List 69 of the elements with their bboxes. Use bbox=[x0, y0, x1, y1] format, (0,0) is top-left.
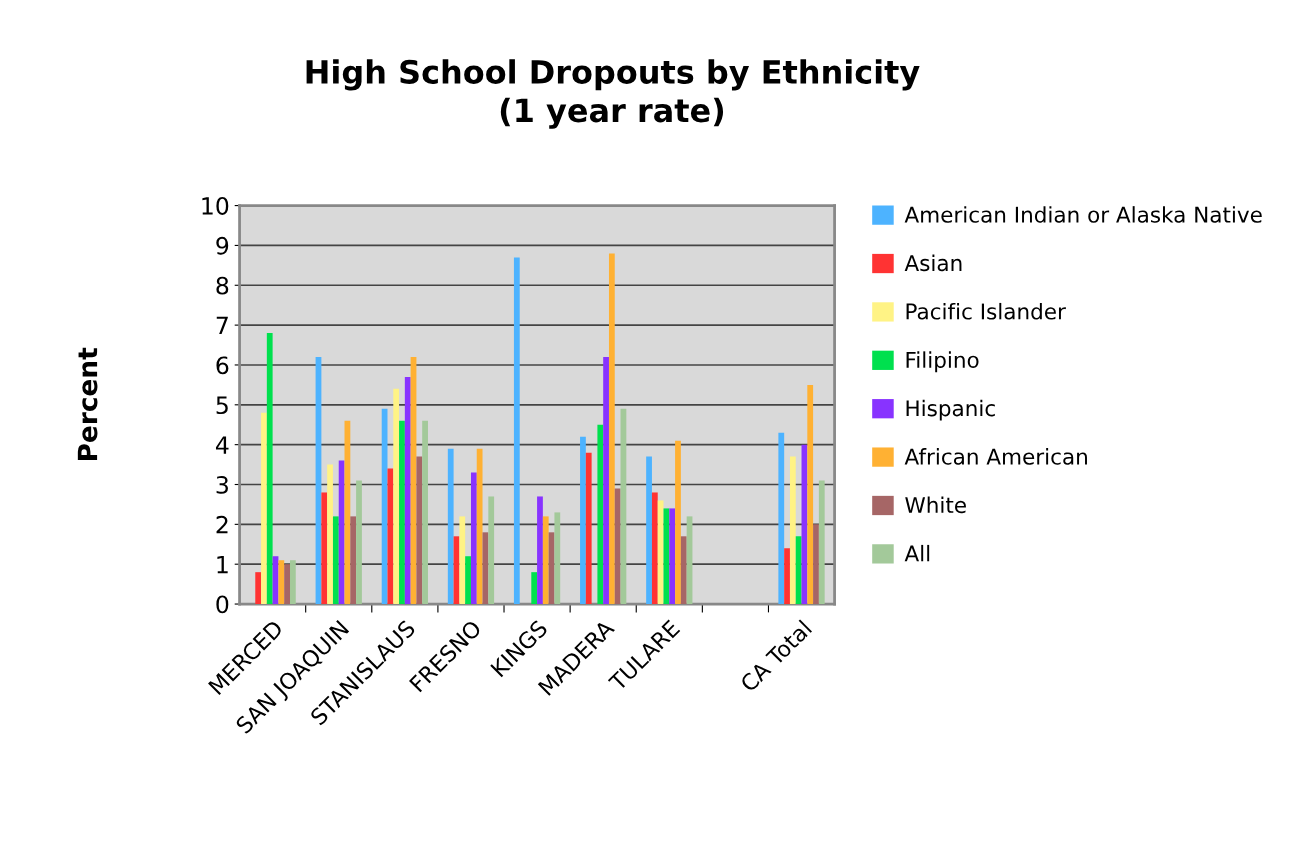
y-tick-label: 3 bbox=[216, 475, 228, 494]
bar bbox=[470, 472, 477, 605]
bar bbox=[266, 333, 273, 605]
legend-label: White bbox=[905, 496, 966, 514]
bar bbox=[255, 572, 262, 605]
legend-label: Pacific Islander bbox=[906, 302, 1066, 320]
legend-label: Hispanic bbox=[906, 399, 995, 421]
bar bbox=[778, 432, 785, 605]
bar bbox=[321, 492, 328, 605]
bar bbox=[488, 496, 495, 605]
legend-label: Asian bbox=[904, 254, 962, 272]
y-tick-label: 0 bbox=[216, 595, 229, 614]
y-tick-label: 5 bbox=[216, 396, 228, 415]
bar bbox=[289, 560, 296, 605]
y-tick-label: 1 bbox=[217, 555, 228, 574]
bar bbox=[795, 536, 802, 605]
bar bbox=[537, 496, 543, 605]
bar bbox=[603, 357, 609, 605]
y-tick-label: 2 bbox=[216, 515, 228, 534]
bar bbox=[284, 564, 290, 605]
bar bbox=[261, 412, 267, 605]
y-tick-label: 10 bbox=[202, 197, 229, 215]
bar bbox=[784, 548, 790, 605]
bar bbox=[646, 456, 652, 605]
bar bbox=[356, 480, 362, 605]
chart-title: High School Dropouts by Ethnicity (1 year rate) bbox=[306, 59, 920, 129]
bar bbox=[416, 456, 423, 605]
bar bbox=[531, 572, 538, 605]
bar bbox=[393, 388, 400, 605]
bar bbox=[332, 516, 339, 605]
bar bbox=[459, 516, 466, 605]
bar bbox=[404, 376, 411, 605]
bar bbox=[789, 456, 796, 605]
bar bbox=[513, 257, 520, 605]
y-tick-label: 8 bbox=[216, 276, 229, 295]
legend-label: African American bbox=[904, 448, 1087, 465]
bar bbox=[465, 556, 471, 605]
bar bbox=[387, 468, 394, 605]
bar bbox=[350, 516, 357, 605]
bar bbox=[657, 500, 664, 605]
bar bbox=[807, 384, 814, 605]
bar bbox=[813, 524, 819, 605]
y-tick-label: 4 bbox=[215, 436, 229, 454]
bar bbox=[614, 488, 621, 605]
legend-label: All bbox=[904, 544, 930, 562]
bar bbox=[476, 448, 483, 605]
bar bbox=[399, 420, 405, 605]
y-axis-title: Percent bbox=[77, 347, 98, 460]
legend-label: American Indian or Alaska Native bbox=[904, 206, 1262, 223]
bar bbox=[669, 508, 676, 605]
bar bbox=[327, 464, 333, 605]
bar bbox=[554, 512, 561, 605]
bar bbox=[680, 536, 687, 605]
bar bbox=[542, 516, 549, 605]
bar bbox=[608, 253, 615, 605]
bar bbox=[585, 452, 592, 605]
bar bbox=[675, 440, 681, 605]
bar bbox=[422, 420, 428, 605]
bar bbox=[818, 480, 825, 605]
bar bbox=[651, 492, 658, 605]
bar bbox=[278, 560, 285, 605]
y-tick-label: 7 bbox=[216, 316, 228, 335]
legend-label: Filipino bbox=[906, 351, 979, 373]
bar bbox=[338, 460, 345, 605]
y-tick-label: 9 bbox=[216, 236, 229, 255]
bar bbox=[580, 436, 586, 605]
bar bbox=[597, 424, 604, 605]
y-tick-label: 6 bbox=[216, 356, 229, 375]
bar bbox=[447, 448, 454, 605]
